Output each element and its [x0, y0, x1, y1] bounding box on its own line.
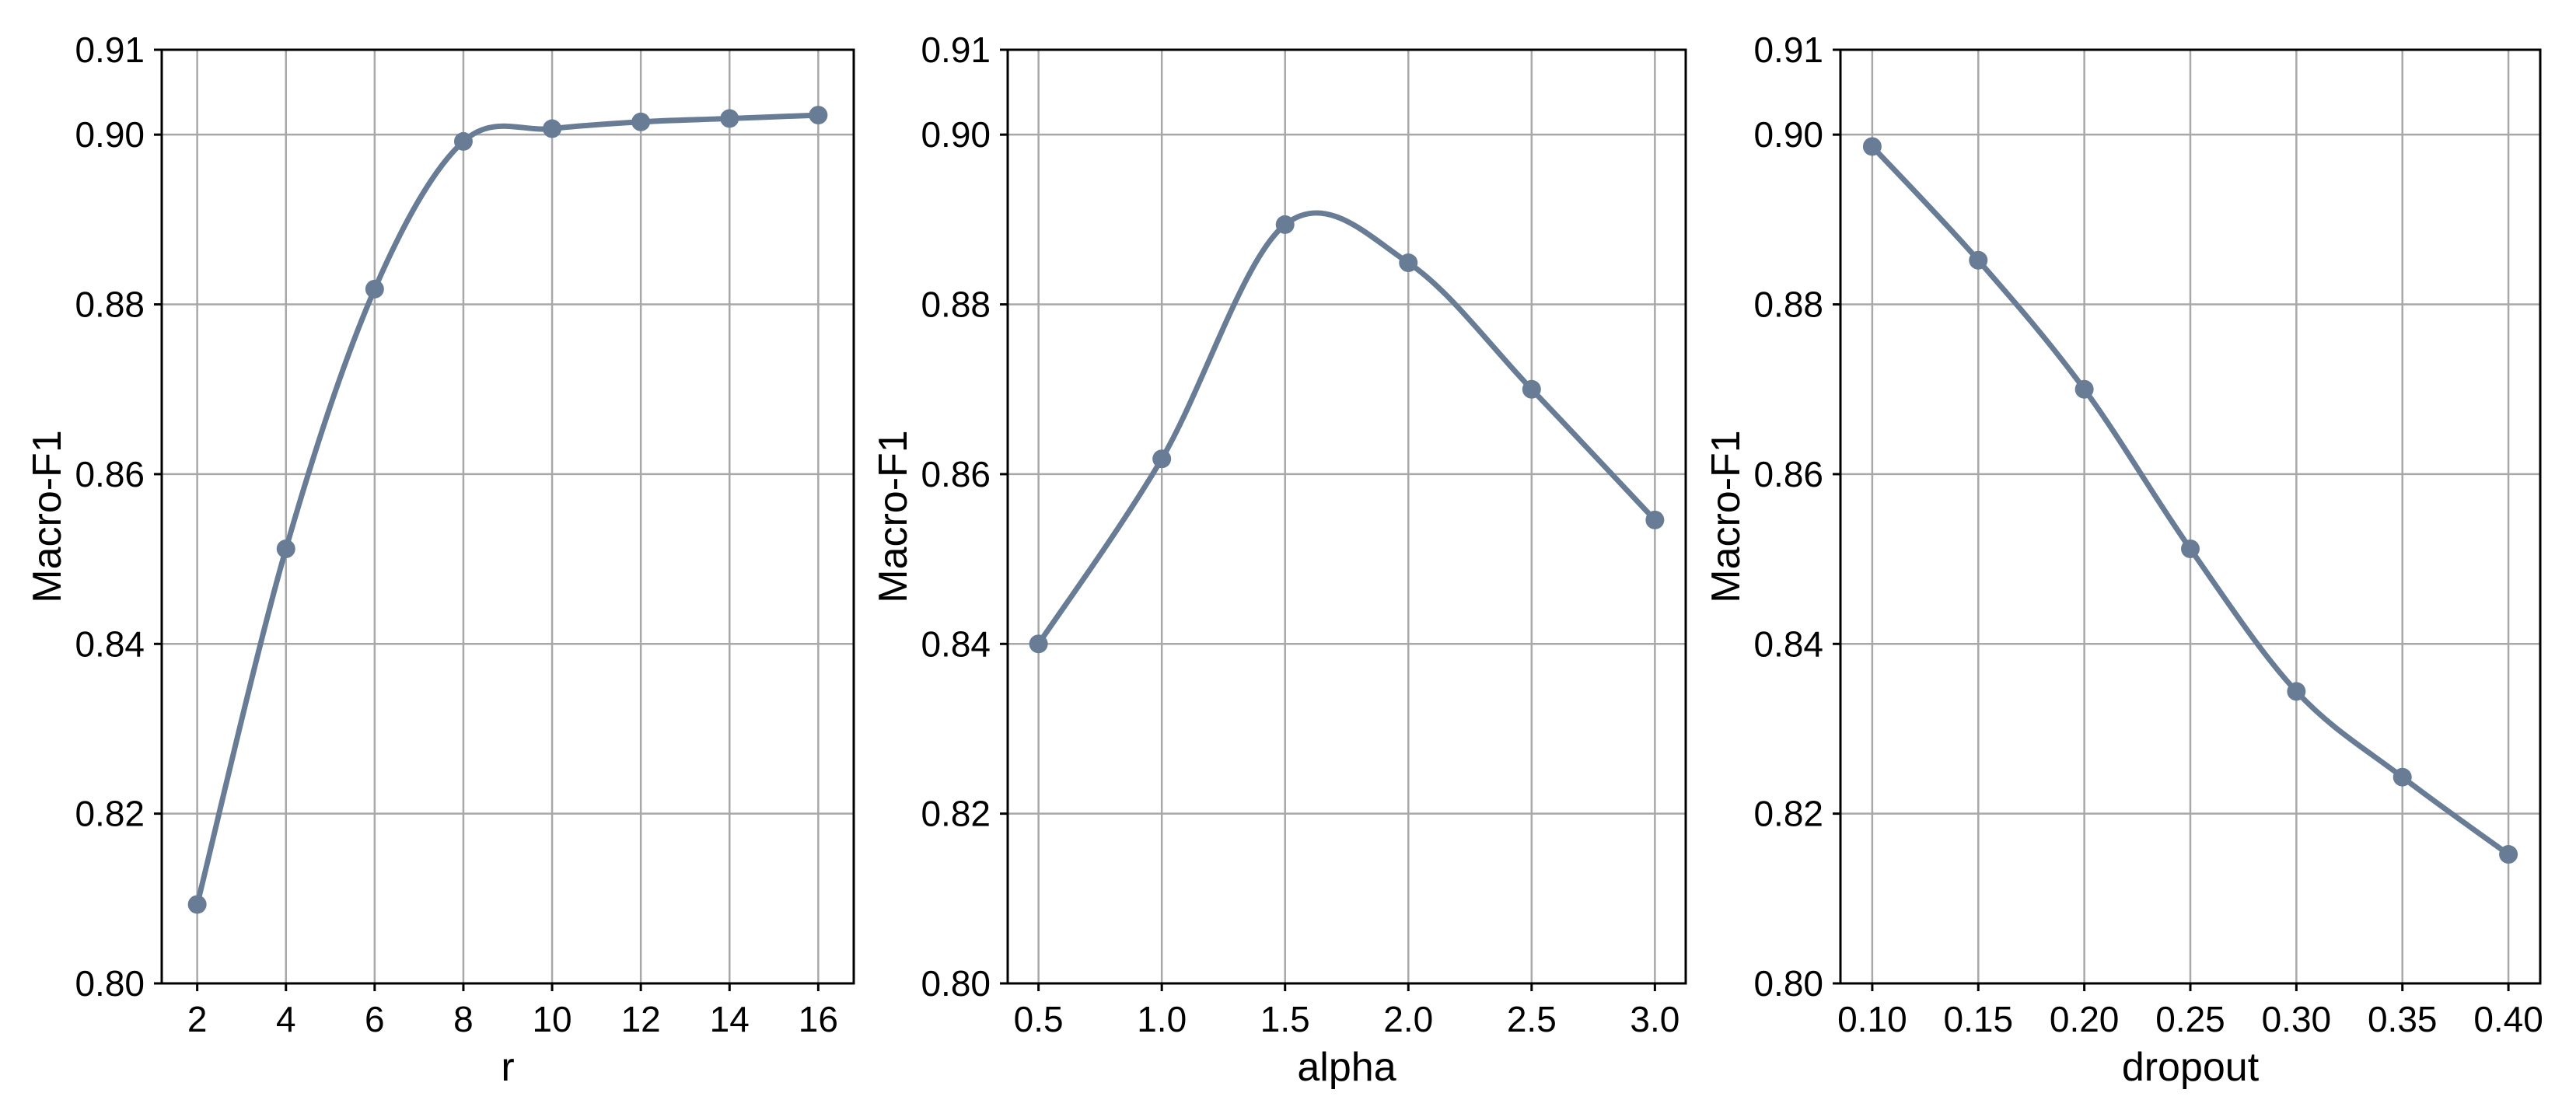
data-point	[543, 119, 562, 138]
data-point	[1645, 510, 1665, 529]
plot-frame	[160, 48, 855, 985]
data-point	[365, 279, 384, 299]
y-axis-label: Macro-F1	[871, 430, 916, 602]
x-tick-label: 16	[799, 999, 838, 1039]
y-tick-label: 0.84	[75, 623, 145, 664]
chart-panel-1: 0.80 0.82 0.84 0.86 0.88 0.90 0.91 2 4 6 8 10 12 14 16…	[25, 30, 855, 1090]
y-tick-label: 0.82	[75, 794, 145, 834]
x-tick-label: 0.25	[2155, 999, 2225, 1039]
x-axis-label: alpha	[1297, 1045, 1396, 1090]
x-tick-label: 10	[532, 999, 571, 1039]
data-point	[809, 106, 828, 125]
y-tick-label: 0.90	[921, 114, 991, 155]
data-point	[2499, 845, 2518, 864]
x-axis-label: r	[501, 1045, 514, 1090]
x-tick-label: 6	[365, 999, 385, 1039]
chart-panel-3: 0.80 0.82 0.84 0.86 0.88 0.90 0.91 0.10 0.15 0.20…	[1704, 30, 2543, 1090]
y-tick-label: 0.82	[921, 794, 991, 834]
y-tick-label: 0.80	[75, 963, 145, 1004]
y-tick-label: 0.91	[921, 30, 991, 70]
data-point	[1399, 253, 1418, 273]
y-tick-label: 0.80	[921, 963, 991, 1004]
x-axis-label: dropout	[2122, 1045, 2260, 1090]
data-point	[2392, 767, 2412, 787]
x-tick-label: 0.15	[1944, 999, 2014, 1039]
series-line	[1036, 210, 1658, 647]
x-tick-label: 0.40	[2473, 999, 2543, 1039]
y-tick-label: 0.86	[921, 454, 991, 494]
y-tick-label: 0.80	[1753, 963, 1823, 1004]
x-tick-label: 0.30	[2262, 999, 2332, 1039]
series-line	[194, 112, 821, 907]
x-tick-label: 8	[453, 999, 474, 1039]
y-tick-label: 0.90	[75, 114, 145, 155]
x-tick-label: 2	[187, 999, 208, 1039]
x-tick-label: 14	[710, 999, 750, 1039]
y-tick-label: 0.91	[75, 30, 145, 70]
data-point	[720, 109, 739, 128]
y-tick-label: 0.91	[1753, 30, 1823, 70]
x-tick-label: 0.5	[1014, 999, 1064, 1039]
data-point	[2181, 539, 2200, 558]
chart-panel-2: 0.80 0.82 0.84 0.86 0.88 0.90 0.91 0.5 1.0 1.5 2.0…	[871, 30, 1687, 1090]
data-point	[2074, 379, 2094, 399]
y-tick-label: 0.90	[1753, 114, 1823, 155]
x-tick-label: 1.0	[1137, 999, 1187, 1039]
x-tick-label: 3.0	[1630, 999, 1679, 1039]
x-tick-label: 12	[621, 999, 661, 1039]
data-point	[1152, 449, 1172, 469]
data-point	[1969, 250, 1988, 270]
x-tick-label: 1.5	[1260, 999, 1310, 1039]
x-tick-label: 4	[276, 999, 296, 1039]
data-point	[1029, 634, 1048, 654]
data-point	[1522, 379, 1541, 399]
data-point	[276, 539, 295, 558]
y-tick-label: 0.84	[921, 623, 991, 664]
y-axis-label: Macro-F1	[25, 430, 70, 602]
data-point	[1275, 215, 1295, 234]
y-axis-label: Macro-F1	[1704, 430, 1749, 602]
y-tick-label: 0.88	[75, 285, 145, 325]
y-tick-label: 0.86	[75, 454, 145, 494]
data-point	[2287, 682, 2306, 701]
x-tick-label: 0.20	[2050, 999, 2120, 1039]
plot-frame	[1006, 48, 1687, 985]
x-tick-label: 2.0	[1383, 999, 1433, 1039]
data-point	[187, 895, 207, 914]
y-tick-label: 0.88	[1753, 285, 1823, 325]
y-tick-label: 0.82	[1753, 794, 1823, 834]
y-tick-label: 0.84	[1753, 623, 1823, 664]
data-point	[631, 112, 651, 131]
x-tick-label: 0.35	[2368, 999, 2438, 1039]
data-point	[453, 131, 473, 151]
x-tick-label: 0.10	[1837, 999, 1907, 1039]
data-point	[1862, 137, 1882, 156]
x-tick-label: 2.5	[1507, 999, 1557, 1039]
y-tick-label: 0.88	[921, 285, 991, 325]
y-tick-label: 0.86	[1753, 454, 1823, 494]
